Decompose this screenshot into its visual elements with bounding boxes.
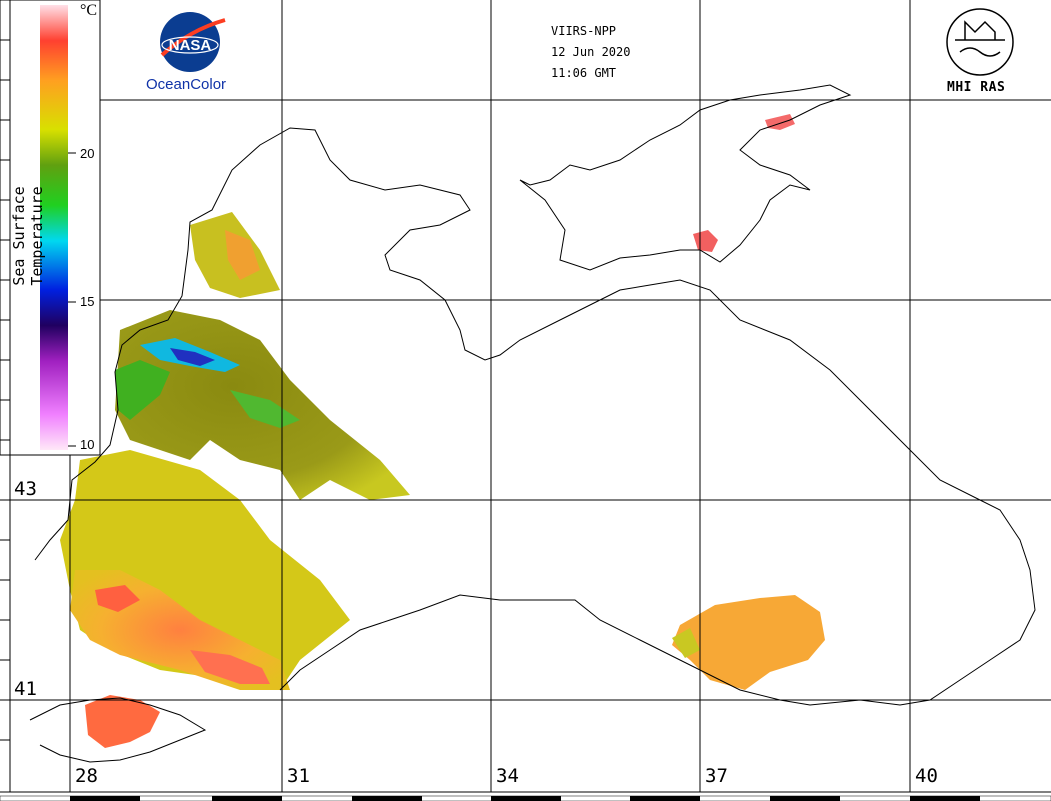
sst-patch-green: [115, 360, 170, 420]
colorbar-unit: °C: [80, 2, 98, 19]
lon-label-40: 40: [915, 765, 938, 787]
nasa-mark: NASA: [169, 37, 212, 54]
sst-data-layer: [60, 114, 825, 748]
lon-label-34: 34: [496, 765, 519, 787]
colorbar-ticks: [68, 152, 76, 447]
lat-label-43: 43: [14, 478, 37, 500]
left-ruler: [0, 0, 11, 792]
colorbar-tick-15: 15: [80, 294, 95, 309]
lat-label-41: 41: [14, 678, 37, 700]
oceancolor-caption: OceanColor: [146, 76, 227, 93]
nasa-logo: NASA: [160, 12, 226, 72]
colorbar-tick-10: 10: [80, 437, 95, 452]
sst-patch-se-yellow: [672, 628, 700, 658]
coast-crimea: [519, 84, 852, 271]
lon-label-28: 28: [75, 765, 98, 787]
sst-patch-bosporus-warm: [95, 585, 140, 612]
sst-patch-se: [672, 595, 825, 690]
lon-label-37: 37: [705, 765, 728, 787]
time-label: 11:06 GMT: [551, 66, 617, 80]
bottom-ruler: [0, 791, 1051, 801]
colorbar-strip: [40, 5, 68, 450]
sst-patch-south-warm: [190, 650, 270, 684]
satellite-label: VIIRS-NPP: [551, 24, 617, 38]
date-label: 12 Jun 2020: [551, 45, 631, 59]
mhi-logo: [946, 8, 1014, 76]
colorbar-title: Sea Surface Temperature: [10, 186, 46, 286]
sst-patch-azov-1: [693, 230, 718, 252]
sst-patch-nw-warm: [225, 230, 260, 280]
lon-label-31: 31: [287, 765, 310, 787]
sst-patch-marmara: [85, 695, 160, 748]
coast-west: [34, 127, 1036, 706]
mhi-caption: MHI RAS: [947, 80, 1006, 95]
sst-patch-azov-2: [765, 114, 795, 130]
sst-patch-cold-deep: [170, 348, 215, 366]
colorbar-tick-20: 20: [80, 146, 95, 161]
